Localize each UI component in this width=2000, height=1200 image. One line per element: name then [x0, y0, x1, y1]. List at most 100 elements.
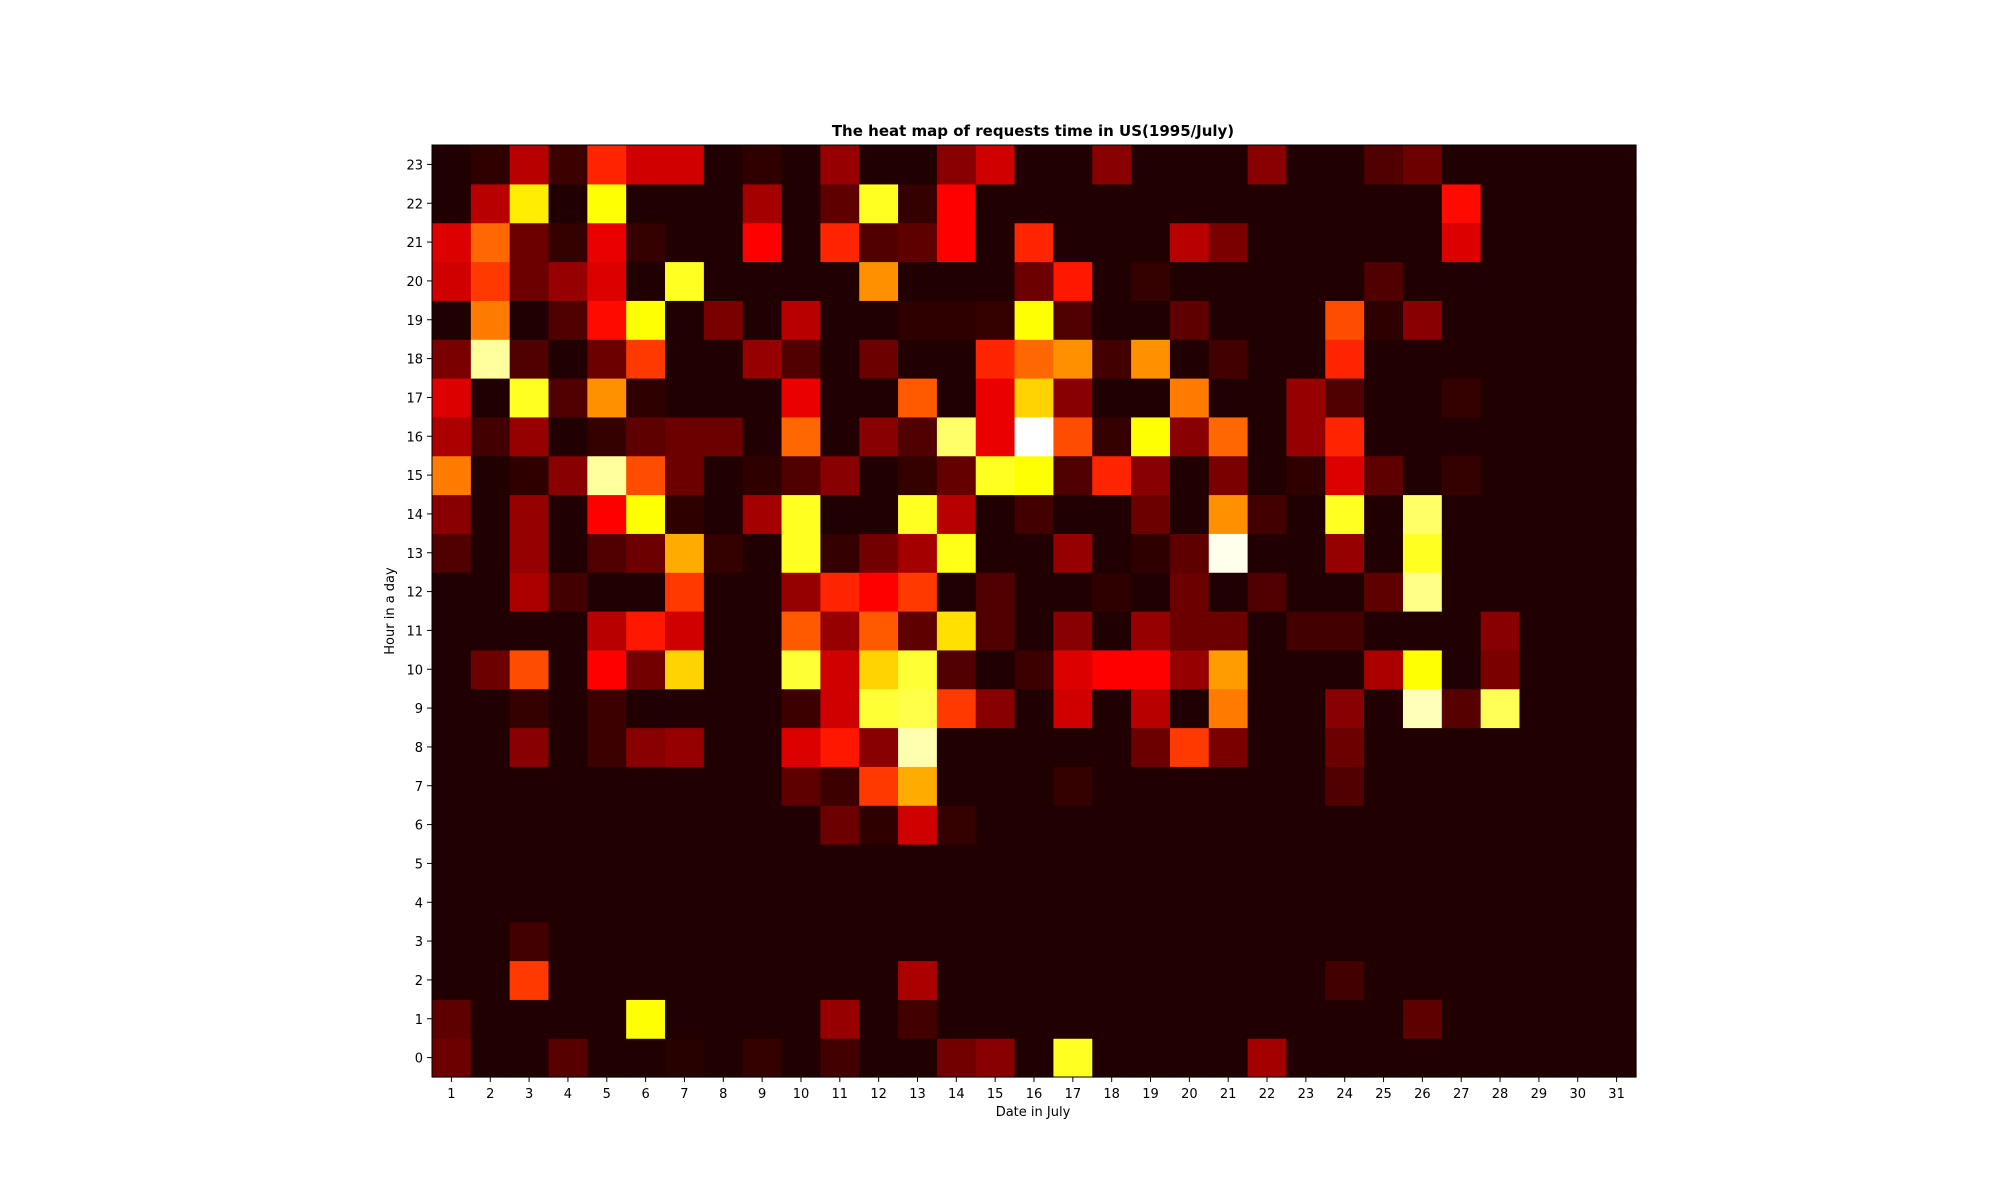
heatmap-cell-day16-hour14: [1014, 494, 1055, 534]
heatmap-cell-day2-hour21: [470, 222, 511, 263]
heatmap-cell-day15-hour3: [975, 921, 1016, 962]
heatmap-cell-day28-hour23: [1480, 145, 1521, 185]
heatmap-cell-day4-hour3: [548, 921, 588, 962]
heatmap-cell-day28-hour3: [1480, 921, 1521, 962]
heatmap-cell-day31-hour6: [1597, 805, 1637, 845]
heatmap-cell-day8-hour22: [703, 183, 744, 224]
heatmap-cell-day27-hour11: [1441, 611, 1482, 651]
heatmap-cell-day5-hour5: [587, 844, 627, 884]
heatmap-cell-day17-hour8: [1053, 727, 1093, 767]
heatmap-cell-day20-hour11: [1169, 611, 1210, 651]
heatmap-cell-day13-hour0: [898, 1038, 938, 1078]
heatmap-cell-day5-hour18: [587, 339, 627, 379]
heatmap-cell-day4-hour17: [548, 378, 588, 418]
heatmap-cell-day26-hour10: [1402, 649, 1443, 690]
heatmap-cell-day16-hour2: [1014, 960, 1055, 1000]
heatmap-cell-day11-hour15: [820, 455, 860, 496]
heatmap-cell-day24-hour3: [1325, 921, 1365, 962]
heatmap-cell-day7-hour6: [665, 805, 705, 845]
heatmap-cell-day1-hour0: [432, 1038, 472, 1078]
heatmap-cell-day21-hour15: [1208, 455, 1249, 496]
heatmap-cell-day3-hour10: [509, 649, 550, 690]
heatmap-cell-day14-hour9: [936, 688, 977, 729]
heatmap-cell-day25-hour10: [1364, 649, 1404, 690]
heatmap-cell-day18-hour23: [1092, 145, 1132, 185]
heatmap-cell-day25-hour7: [1364, 766, 1404, 806]
heatmap-cell-day1-hour16: [432, 416, 472, 457]
heatmap-cell-day3-hour15: [509, 455, 550, 496]
heatmap-cell-day7-hour18: [665, 339, 705, 379]
heatmap-cell-day1-hour6: [432, 805, 472, 845]
x-tick-label: 9: [758, 1087, 766, 1102]
heatmap-cell-day30-hour12: [1558, 572, 1598, 612]
heatmap-cell-day21-hour4: [1208, 882, 1249, 923]
heatmap-cell-day20-hour0: [1169, 1038, 1210, 1078]
heatmap-cell-day26-hour3: [1402, 921, 1443, 962]
heatmap-cell-day3-hour7: [509, 766, 550, 806]
heatmap-cell-day9-hour9: [742, 688, 783, 729]
heatmap-cell-day16-hour8: [1014, 727, 1055, 767]
heatmap-cell-day10-hour15: [781, 455, 821, 496]
heatmap-cell-day14-hour16: [936, 416, 977, 457]
heatmap-cell-day15-hour2: [975, 960, 1016, 1000]
heatmap-cell-day13-hour3: [898, 921, 938, 962]
heatmap-cell-day9-hour5: [742, 844, 783, 884]
heatmap-cell-day29-hour10: [1519, 649, 1559, 690]
heatmap-cell-day10-hour20: [781, 261, 821, 301]
heatmap-cell-day26-hour17: [1402, 378, 1443, 418]
heatmap-cell-day26-hour9: [1402, 688, 1443, 729]
heatmap-cell-day14-hour20: [936, 261, 977, 301]
heatmap-cell-day23-hour3: [1286, 921, 1326, 962]
heatmap-cell-day14-hour8: [936, 727, 977, 767]
x-tick-label: 25: [1375, 1087, 1392, 1102]
heatmap-cell-day9-hour8: [742, 727, 783, 767]
heatmap-cell-day20-hour20: [1169, 261, 1210, 301]
heatmap-cell-day16-hour16: [1014, 416, 1055, 457]
heatmap-cell-day14-hour14: [936, 494, 977, 534]
heatmap-cell-day12-hour7: [859, 766, 899, 806]
heatmap-cell-day29-hour18: [1519, 339, 1559, 379]
heatmap-cell-day27-hour9: [1441, 688, 1482, 729]
heatmap-cell-day18-hour0: [1092, 1038, 1132, 1078]
heatmap-cell-day10-hour9: [781, 688, 821, 729]
heatmap-cell-day19-hour13: [1131, 533, 1171, 573]
y-tick-label: 18: [406, 353, 423, 368]
heatmap-cell-day30-hour16: [1558, 416, 1598, 457]
x-tick-label: 29: [1531, 1087, 1548, 1102]
heatmap-cell-day23-hour18: [1286, 339, 1326, 379]
heatmap-cell-day15-hour18: [975, 339, 1016, 379]
heatmap-cell-day27-hour3: [1441, 921, 1482, 962]
heatmap-cell-day24-hour13: [1325, 533, 1365, 573]
heatmap-cell-day12-hour17: [859, 378, 899, 418]
heatmap-cell-day27-hour4: [1441, 882, 1482, 923]
heatmap-cell-day29-hour13: [1519, 533, 1559, 573]
x-tick-label: 6: [641, 1087, 649, 1102]
heatmap-cell-day9-hour13: [742, 533, 783, 573]
heatmap-cell-day6-hour3: [626, 921, 666, 962]
heatmap-cell-day4-hour14: [548, 494, 588, 534]
heatmap-cell-day19-hour19: [1131, 300, 1171, 340]
heatmap-cell-day22-hour13: [1247, 533, 1288, 573]
heatmap-cell-day13-hour23: [898, 145, 938, 185]
heatmap-cell-day2-hour9: [470, 688, 511, 729]
heatmap-cell-day19-hour21: [1131, 222, 1171, 263]
heatmap-cell-day6-hour19: [626, 300, 666, 340]
heatmap-cell-day28-hour19: [1480, 300, 1521, 340]
heatmap-cell-day21-hour13: [1208, 533, 1249, 573]
heatmap-cell-day21-hour22: [1208, 183, 1249, 224]
heatmap-cell-day9-hour21: [742, 222, 783, 263]
heatmap-cell-day6-hour14: [626, 494, 666, 534]
heatmap-cell-day29-hour12: [1519, 572, 1559, 612]
heatmap-cell-day29-hour17: [1519, 378, 1559, 418]
heatmap-cell-day4-hour19: [548, 300, 588, 340]
heatmap-cell-day28-hour18: [1480, 339, 1521, 379]
heatmap-cell-day19-hour15: [1131, 455, 1171, 496]
heatmap-cell-day13-hour18: [898, 339, 938, 379]
heatmap-cell-day27-hour17: [1441, 378, 1482, 418]
heatmap-cell-day24-hour20: [1325, 261, 1365, 301]
heatmap-cell-day11-hour21: [820, 222, 860, 263]
heatmap-cell-day26-hour13: [1402, 533, 1443, 573]
heatmap-cell-day22-hour1: [1247, 999, 1288, 1039]
heatmap-cell-day10-hour22: [781, 183, 821, 224]
heatmap-cell-day14-hour11: [936, 611, 977, 651]
